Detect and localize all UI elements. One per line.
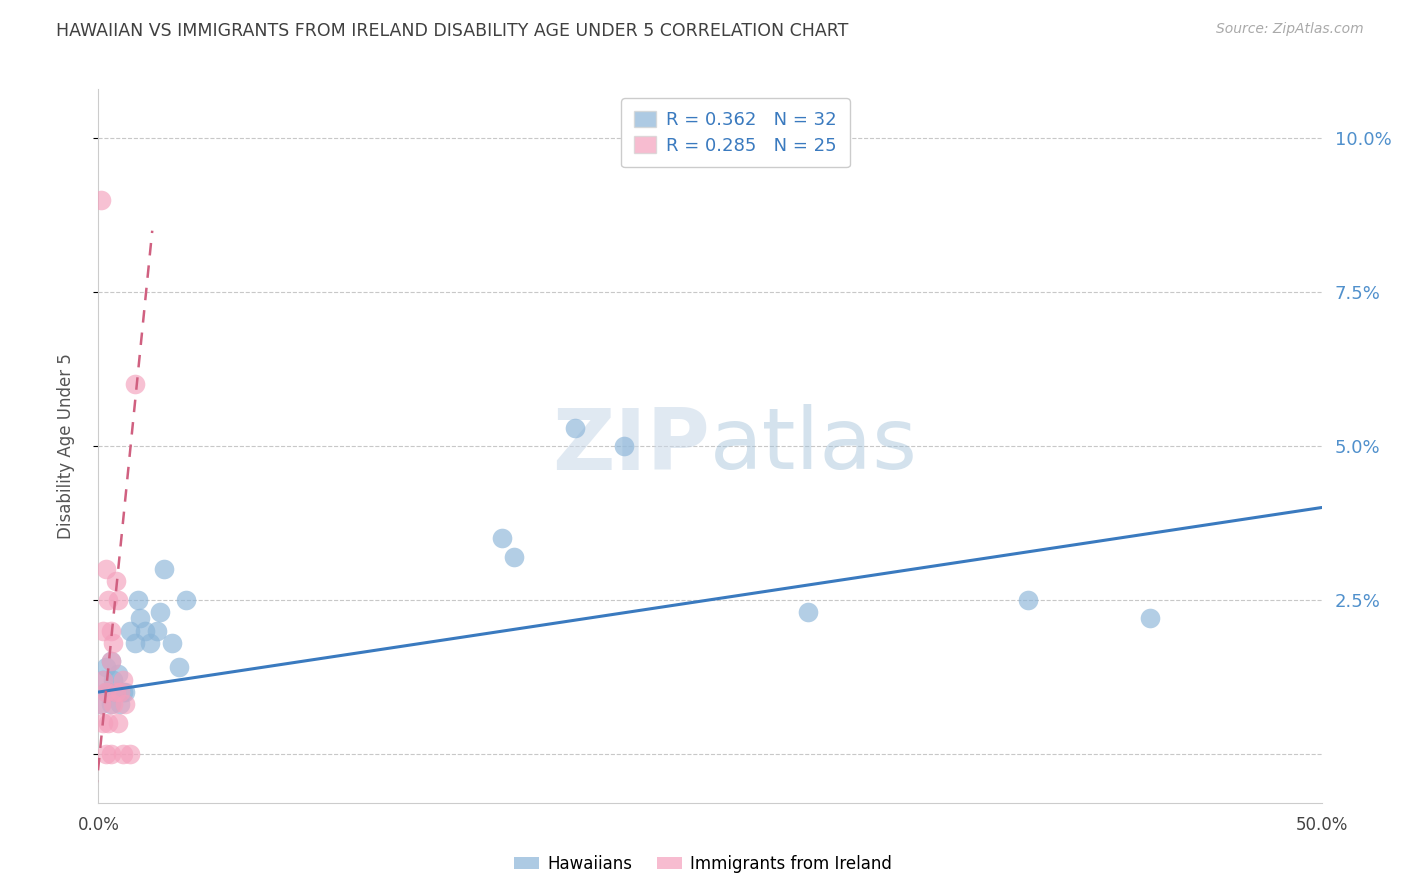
- Point: [94, 685, 117, 699]
- Text: HAWAIIAN VS IMMIGRANTS FROM IRELAND DISABILITY AGE UNDER 5 CORRELATION CHART: HAWAIIAN VS IMMIGRANTS FROM IRELAND DISA…: [56, 22, 849, 40]
- Point: [114, 698, 136, 712]
- Point: [114, 685, 136, 699]
- Point: [100, 698, 122, 712]
- Point: [139, 636, 162, 650]
- Point: [107, 592, 129, 607]
- Point: [91, 715, 114, 730]
- Point: [120, 747, 142, 761]
- Point: [91, 673, 114, 687]
- Point: [94, 685, 117, 699]
- Point: [1017, 592, 1039, 607]
- Point: [160, 636, 183, 650]
- Point: [124, 636, 146, 650]
- Point: [503, 549, 526, 564]
- Point: [91, 624, 114, 638]
- Point: [101, 636, 124, 650]
- Point: [101, 673, 124, 687]
- Point: [97, 592, 120, 607]
- Point: [127, 592, 149, 607]
- Point: [101, 698, 124, 712]
- Text: atlas: atlas: [710, 404, 918, 488]
- Point: [124, 377, 146, 392]
- Point: [107, 666, 129, 681]
- Point: [90, 193, 112, 207]
- Point: [97, 715, 120, 730]
- Point: [90, 698, 112, 712]
- Point: [613, 439, 636, 453]
- Point: [91, 673, 114, 687]
- Point: [100, 747, 122, 761]
- Point: [97, 685, 120, 699]
- Point: [100, 654, 122, 668]
- Point: [153, 562, 176, 576]
- Text: Source: ZipAtlas.com: Source: ZipAtlas.com: [1216, 22, 1364, 37]
- Text: ZIP: ZIP: [553, 404, 710, 488]
- Point: [120, 624, 142, 638]
- Point: [104, 685, 127, 699]
- Point: [491, 531, 513, 545]
- Point: [111, 673, 134, 687]
- Point: [100, 624, 122, 638]
- Point: [94, 747, 117, 761]
- Y-axis label: Disability Age Under 5: Disability Age Under 5: [56, 353, 75, 539]
- Legend: R = 0.362   N = 32, R = 0.285   N = 25: R = 0.362 N = 32, R = 0.285 N = 25: [621, 98, 849, 168]
- Point: [134, 624, 156, 638]
- Point: [94, 660, 117, 674]
- Point: [797, 605, 820, 619]
- Point: [1139, 611, 1161, 625]
- Point: [111, 685, 134, 699]
- Point: [111, 747, 134, 761]
- Legend: Hawaiians, Immigrants from Ireland: Hawaiians, Immigrants from Ireland: [508, 848, 898, 880]
- Point: [110, 685, 132, 699]
- Point: [104, 685, 127, 699]
- Point: [149, 605, 172, 619]
- Point: [167, 660, 190, 674]
- Point: [104, 574, 127, 589]
- Point: [107, 715, 129, 730]
- Point: [176, 592, 198, 607]
- Point: [100, 654, 122, 668]
- Point: [94, 562, 117, 576]
- Point: [129, 611, 152, 625]
- Point: [146, 624, 169, 638]
- Point: [90, 698, 112, 712]
- Point: [110, 698, 132, 712]
- Point: [564, 420, 586, 434]
